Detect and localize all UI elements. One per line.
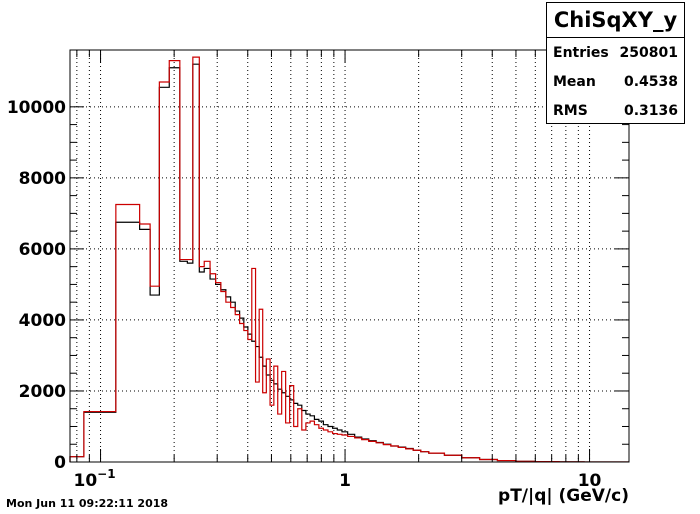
stats-label: Mean	[553, 73, 596, 90]
stats-value: 0.3136	[623, 102, 678, 119]
y-tick-label: 0	[54, 453, 66, 473]
stats-box: ChiSqXY_y Entries 250801 Mean 0.4538 RMS…	[546, 2, 685, 124]
tick-labels: 0 2000 4000 6000 8000 10000 10−1 1 10	[7, 98, 602, 491]
stats-value: 250801	[619, 44, 678, 61]
histogram-series-2	[69, 56, 629, 463]
stats-row-mean: Mean 0.4538	[547, 67, 684, 96]
x-axis-title: pT/|q| (GeV/c)	[498, 486, 629, 506]
stats-value: 0.4538	[623, 73, 678, 90]
x-tick-label: 10−1	[74, 467, 116, 491]
x-tick-label: 10	[578, 471, 602, 491]
y-tick-label: 10000	[7, 98, 66, 118]
stats-label: Entries	[553, 44, 609, 61]
stats-title: ChiSqXY_y	[547, 3, 684, 38]
axis-ticks	[70, 50, 629, 463]
plot-frame	[69, 49, 630, 463]
series-layer	[69, 56, 629, 463]
y-tick-label: 6000	[19, 240, 66, 260]
stats-label: RMS	[553, 102, 588, 119]
y-tick-label: 2000	[19, 382, 66, 402]
timestamp: Mon Jun 11 09:22:11 2018	[6, 497, 169, 510]
y-tick-label: 4000	[19, 311, 66, 331]
x-tick-label: 1	[339, 471, 351, 491]
stats-row-entries: Entries 250801	[547, 38, 684, 67]
stats-row-rms: RMS 0.3136	[547, 96, 684, 125]
y-tick-label: 8000	[19, 169, 66, 189]
